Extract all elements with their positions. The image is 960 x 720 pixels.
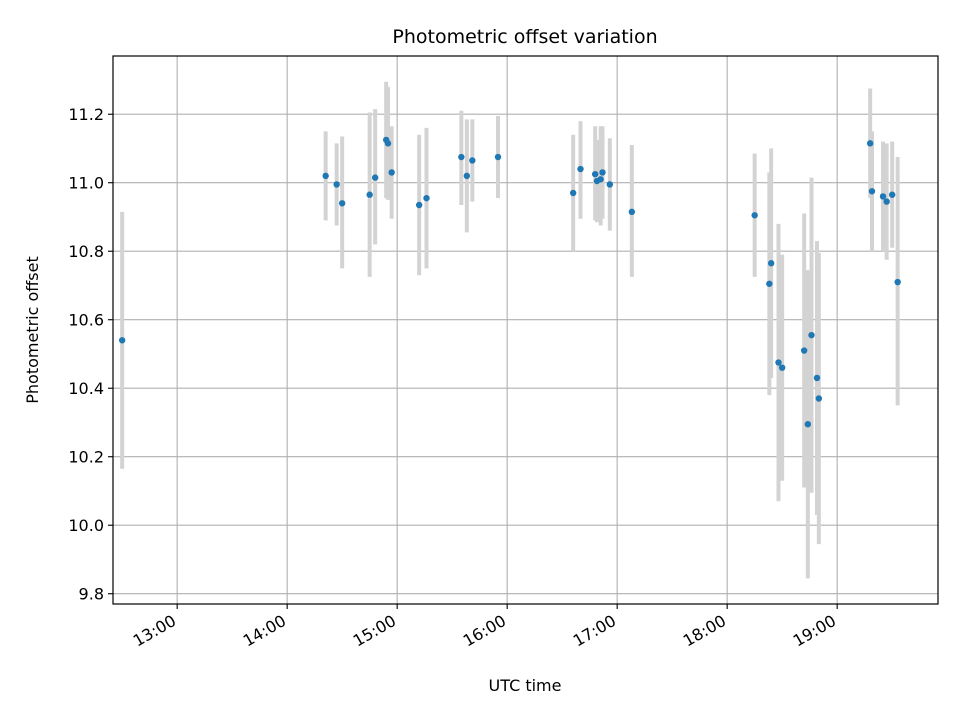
y-tick-label: 10.2 (68, 448, 104, 467)
y-tick-label: 10.4 (68, 379, 104, 398)
grid (113, 56, 938, 604)
data-point (597, 176, 604, 183)
data-point (766, 280, 773, 287)
data-point (808, 331, 815, 339)
y-axis-label: Photometric offset (23, 256, 42, 404)
y-tick-label: 10.6 (68, 311, 104, 330)
data-point (813, 374, 821, 382)
plot-frame (112, 55, 939, 605)
y-tick-label: 11.0 (68, 174, 104, 193)
data-point (778, 364, 786, 371)
data-point (423, 194, 430, 202)
data-point (767, 260, 775, 267)
data-point (415, 201, 423, 209)
y-tick-label: 10.8 (68, 242, 104, 261)
data-point (888, 191, 896, 198)
data-point (775, 359, 782, 366)
data-point (494, 153, 502, 161)
data-point (751, 212, 758, 219)
data-point (628, 208, 636, 216)
y-axis-ticks: 9.8 10.0 10.2 10.4 10.6 10.8 11.0 11.2 (68, 105, 113, 604)
data-point (577, 165, 584, 173)
data-point (591, 170, 599, 178)
data-point (883, 198, 890, 205)
data-point (458, 153, 465, 161)
data-point (463, 172, 471, 180)
data-point (815, 395, 823, 402)
data-point (333, 181, 340, 188)
data-point (569, 189, 577, 197)
data-point (868, 188, 876, 195)
data-point (606, 181, 614, 188)
data-point (866, 140, 874, 147)
data-point (384, 140, 392, 147)
data-point (366, 191, 373, 198)
y-tick-label: 11.2 (68, 105, 104, 124)
data-point (879, 193, 887, 200)
x-axis-label: UTC time (489, 676, 562, 695)
data-points (118, 136, 901, 428)
y-tick-label: 9.8 (79, 585, 104, 604)
data-point (894, 278, 901, 286)
data-point (322, 172, 329, 180)
data-point (338, 200, 346, 207)
data-point (371, 174, 379, 181)
data-point (118, 337, 126, 344)
data-point (599, 169, 606, 176)
data-point (469, 157, 476, 164)
chart-title: Photometric offset variation (392, 26, 657, 48)
data-point (388, 169, 395, 176)
y-tick-label: 10.0 (68, 516, 104, 535)
data-point (804, 420, 812, 428)
data-point (800, 347, 808, 354)
